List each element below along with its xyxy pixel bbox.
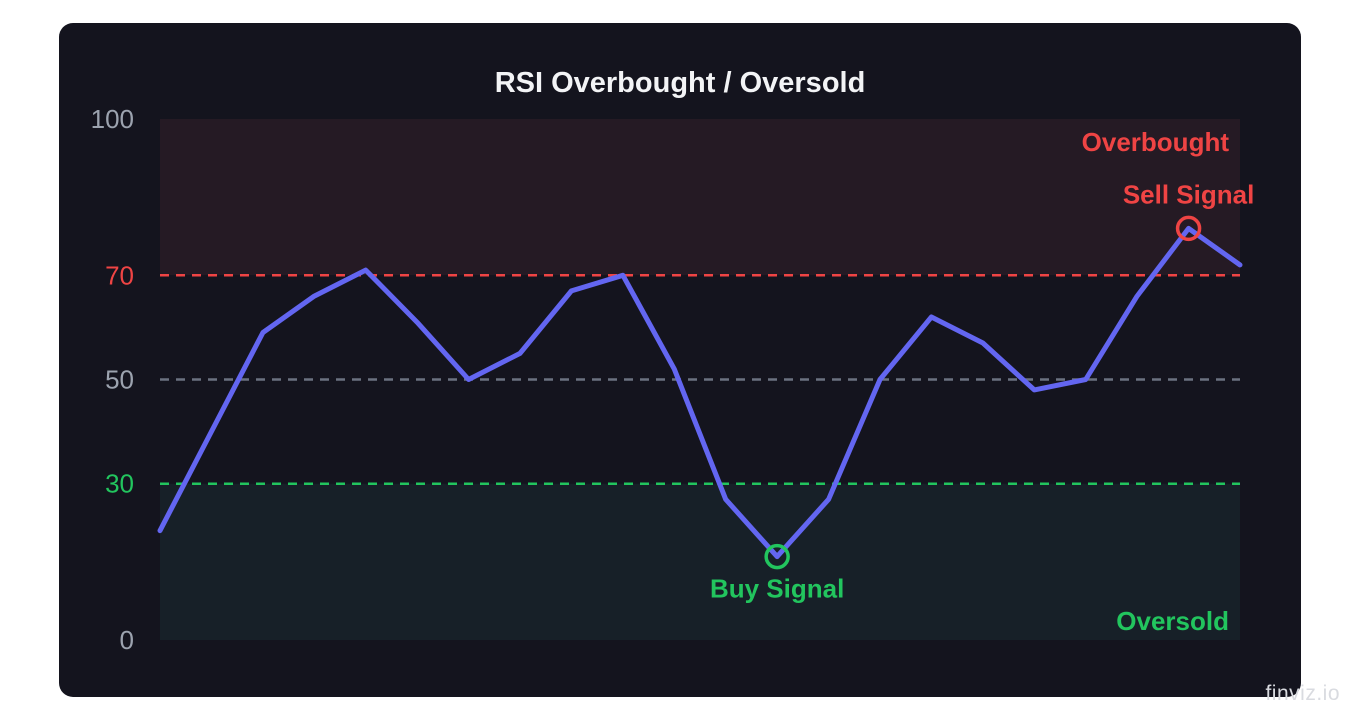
y-tick-label-50: 50 bbox=[105, 365, 134, 395]
oversold-zone bbox=[160, 483, 1240, 640]
overbought-zone bbox=[160, 119, 1240, 276]
chart-title: RSI Overbought / Oversold bbox=[494, 67, 866, 99]
signal-label: Sell Signal bbox=[1123, 179, 1255, 209]
rsi-series-line bbox=[157, 225, 1243, 560]
overbought-zone-label: Overbought bbox=[1082, 127, 1230, 157]
y-tick-label-30: 30 bbox=[105, 469, 134, 499]
y-tick-label-70: 70 bbox=[105, 260, 134, 290]
y-tick-label-100: 100 bbox=[91, 104, 134, 134]
oversold-zone-label: Oversold bbox=[1116, 606, 1229, 636]
signal-label: Buy Signal bbox=[710, 574, 844, 604]
signal-marker bbox=[1175, 215, 1202, 242]
signal-markers: Sell Signal Buy Signal bbox=[710, 179, 1254, 603]
watermark: finviz.io bbox=[1265, 682, 1340, 705]
y-tick-label-0: 0 bbox=[120, 625, 134, 655]
signal-marker bbox=[764, 543, 790, 570]
